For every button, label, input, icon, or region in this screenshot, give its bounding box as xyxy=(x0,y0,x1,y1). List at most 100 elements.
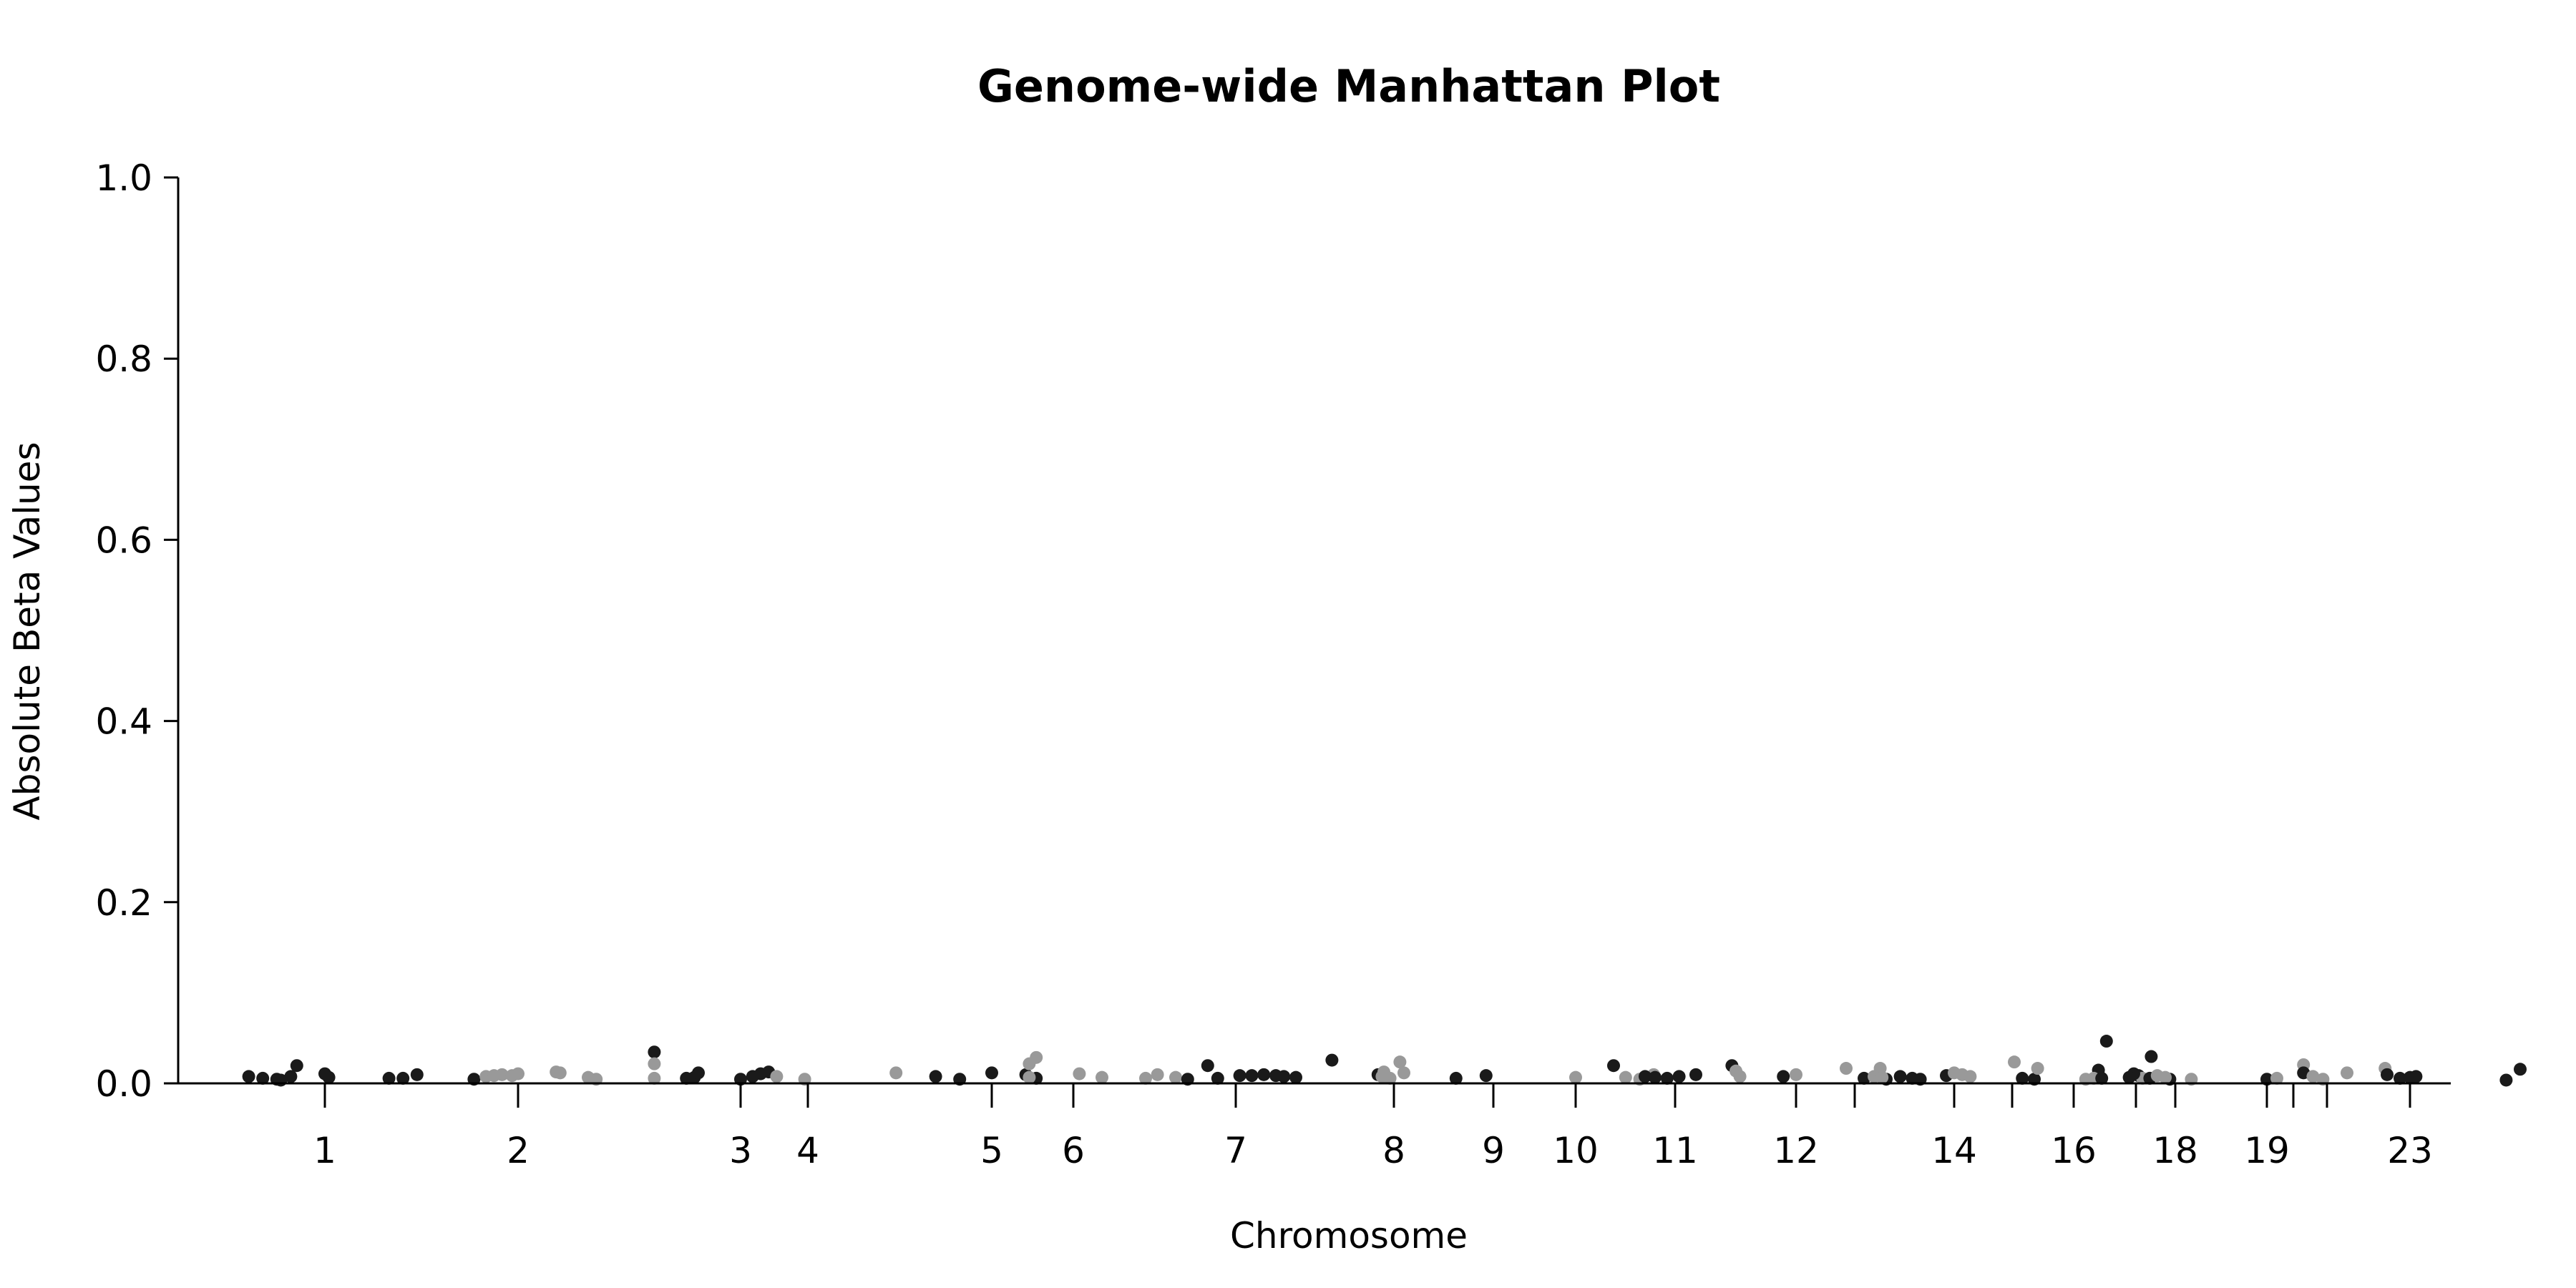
data-point xyxy=(1325,1053,1339,1067)
data-point xyxy=(2099,1035,2113,1048)
data-point xyxy=(648,1071,661,1085)
data-point xyxy=(1289,1070,1302,1084)
data-point xyxy=(1023,1057,1036,1070)
data-point xyxy=(648,1057,661,1070)
x-tick-label: 11 xyxy=(1652,1130,1698,1171)
data-point xyxy=(1277,1070,1291,1083)
data-point xyxy=(2016,1071,2029,1085)
data-point xyxy=(2159,1070,2172,1084)
data-point xyxy=(2409,1070,2423,1083)
x-tick-label: 10 xyxy=(1553,1130,1599,1171)
data-point xyxy=(2514,1063,2527,1076)
data-point xyxy=(410,1068,424,1081)
data-point xyxy=(1397,1066,1410,1080)
data-point xyxy=(1660,1071,1674,1085)
data-point xyxy=(985,1066,998,1080)
data-point xyxy=(1649,1070,1662,1084)
x-tick-label: 8 xyxy=(1382,1130,1405,1171)
data-points xyxy=(242,1035,2527,1087)
data-point xyxy=(1639,1070,1652,1083)
y-axis-ticks: 0.0 0.2 0.4 0.6 0.8 1.0 xyxy=(95,157,178,1105)
data-point xyxy=(1169,1070,1182,1084)
x-tick-label: 1 xyxy=(313,1130,336,1171)
data-point xyxy=(242,1070,255,1083)
data-point xyxy=(889,1066,903,1080)
x-tick-label: 16 xyxy=(2051,1130,2097,1171)
data-point xyxy=(2095,1071,2109,1085)
data-point xyxy=(648,1045,661,1059)
data-point xyxy=(2381,1068,2394,1081)
data-point xyxy=(322,1070,336,1084)
data-point xyxy=(284,1070,298,1083)
data-point xyxy=(495,1068,509,1081)
data-point xyxy=(1569,1070,1582,1084)
data-point xyxy=(692,1066,705,1080)
data-point xyxy=(256,1071,270,1085)
data-point xyxy=(2499,1073,2513,1087)
data-point xyxy=(1096,1070,1108,1084)
x-tick-label: 9 xyxy=(1482,1130,1505,1171)
data-point xyxy=(1151,1068,1164,1081)
data-point xyxy=(1073,1067,1086,1080)
data-point xyxy=(1245,1069,1259,1083)
x-tick-label: 6 xyxy=(1062,1130,1085,1171)
data-point xyxy=(382,1071,396,1085)
data-point xyxy=(2122,1070,2136,1084)
data-point xyxy=(1893,1070,1907,1083)
data-point xyxy=(1233,1069,1246,1083)
data-point xyxy=(1672,1070,1686,1083)
x-tick-label: 18 xyxy=(2152,1130,2198,1171)
data-point xyxy=(1858,1071,1870,1085)
data-point xyxy=(1733,1070,1747,1083)
data-point xyxy=(2270,1071,2283,1085)
data-point xyxy=(1790,1068,1802,1081)
data-point xyxy=(1449,1071,1463,1085)
x-tick-label: 4 xyxy=(796,1130,819,1171)
x-tick-label: 2 xyxy=(507,1130,530,1171)
y-axis-label: Absolute Beta Values xyxy=(6,442,48,821)
x-axis-ticks: 1 2 3 4 5 6 7 8 9 10 11 12 14 16 18 19 23 xyxy=(313,1083,2433,1171)
data-point xyxy=(1023,1070,1036,1084)
data-point xyxy=(553,1066,567,1080)
x-axis-label: Chromosome xyxy=(1230,1215,1468,1257)
data-point xyxy=(1619,1070,1632,1084)
data-point xyxy=(1479,1069,1493,1083)
x-tick-label: 7 xyxy=(1224,1130,1247,1171)
y-tick-label: 0.8 xyxy=(95,338,152,380)
data-point xyxy=(396,1071,410,1085)
data-point xyxy=(1840,1062,1853,1075)
data-point xyxy=(2394,1071,2406,1085)
x-tick-label: 3 xyxy=(729,1130,752,1171)
data-point xyxy=(512,1067,525,1080)
data-point xyxy=(2008,1055,2021,1069)
y-tick-label: 0.2 xyxy=(95,882,152,924)
data-point xyxy=(2306,1070,2320,1083)
x-tick-label: 19 xyxy=(2244,1130,2290,1171)
data-point xyxy=(1211,1071,1224,1085)
data-point xyxy=(1257,1068,1271,1081)
data-point xyxy=(1963,1070,1977,1083)
data-point xyxy=(1393,1055,1407,1069)
y-tick-label: 0.0 xyxy=(95,1063,152,1105)
x-tick-label: 5 xyxy=(980,1130,1003,1171)
data-point xyxy=(929,1070,942,1083)
data-point xyxy=(1377,1065,1390,1079)
data-point xyxy=(290,1059,303,1073)
data-point xyxy=(1689,1068,1702,1081)
data-point xyxy=(770,1070,784,1083)
data-point xyxy=(2341,1066,2353,1080)
data-point xyxy=(2145,1050,2158,1063)
y-tick-label: 0.6 xyxy=(95,519,152,561)
y-tick-label: 0.4 xyxy=(95,701,152,743)
y-tick-label: 1.0 xyxy=(95,157,152,199)
data-point xyxy=(1139,1071,1152,1085)
data-point xyxy=(1607,1059,1620,1073)
data-point xyxy=(1777,1070,1790,1083)
data-point xyxy=(1201,1059,1214,1073)
data-point xyxy=(2031,1062,2044,1075)
chart-title: Genome-wide Manhattan Plot xyxy=(977,60,1720,112)
data-point xyxy=(1875,1070,1889,1084)
x-tick-label: 12 xyxy=(1773,1130,1819,1171)
x-tick-label: 23 xyxy=(2387,1130,2433,1171)
